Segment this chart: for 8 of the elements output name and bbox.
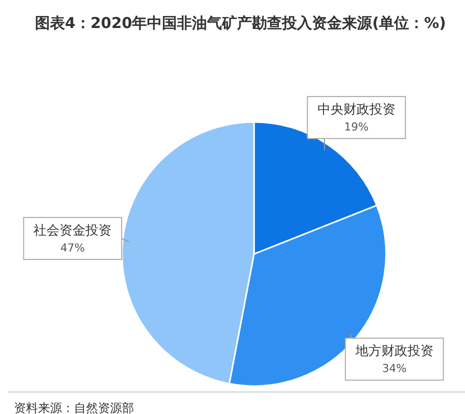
text: 资料来源：自然资源部	[14, 401, 134, 414]
data-label: 34%	[382, 362, 407, 376]
slice-label: 中央财政投资	[317, 102, 396, 118]
chart-title: 图表4：2020年中国非油气矿产勘查投入资金来源(单位：%)	[35, 14, 446, 32]
slice-label: 地方财政投资	[354, 343, 434, 360]
data-label: 19%	[344, 120, 369, 134]
slice-label: 社会资金投资	[34, 223, 112, 238]
data-label: 47%	[60, 241, 85, 254]
